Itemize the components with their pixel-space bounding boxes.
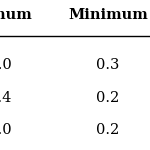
- Text: 0.3: 0.3: [96, 57, 120, 72]
- Text: Maximum: Maximum: [0, 8, 32, 22]
- Text: 0.2: 0.2: [96, 90, 120, 105]
- Text: 102.0: 102.0: [0, 57, 12, 72]
- Text: 127.0: 127.0: [0, 123, 12, 138]
- Text: 0.2: 0.2: [96, 123, 120, 138]
- Text: 141.4: 141.4: [0, 90, 12, 105]
- Text: Minimum: Minimum: [68, 8, 148, 22]
